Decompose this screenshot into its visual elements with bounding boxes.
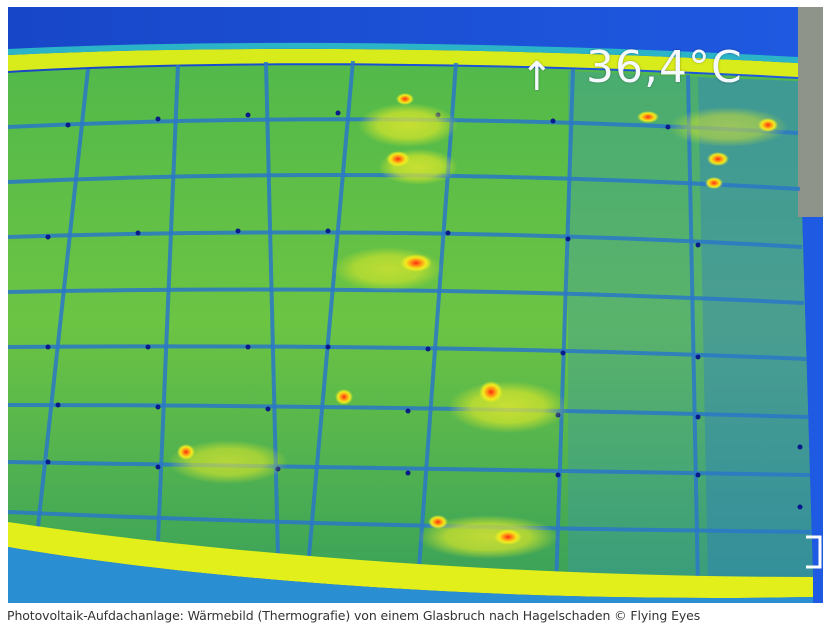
thermal-image-graphic [8, 7, 823, 603]
direction-arrow-icon: ↑ [520, 54, 554, 100]
temperature-readout: 36,4°C [586, 42, 743, 93]
thermal-image: ↑ [8, 7, 823, 603]
image-caption: Photovoltaik-Aufdachanlage: Wärmebild (T… [7, 608, 701, 623]
